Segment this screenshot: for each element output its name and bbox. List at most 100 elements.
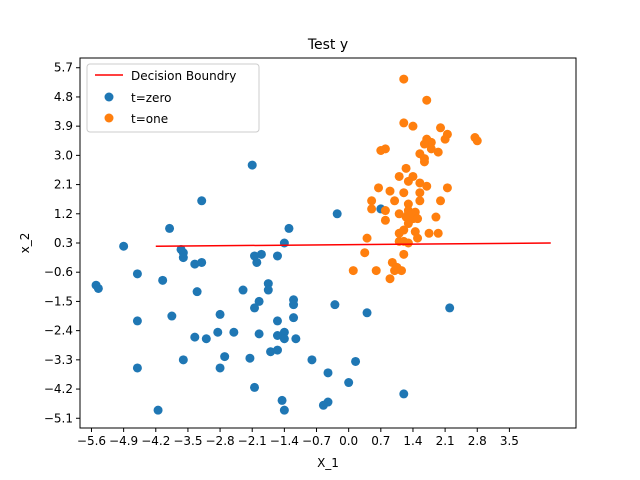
point-t-one-10 bbox=[426, 137, 436, 147]
point-t-one-43 bbox=[380, 215, 390, 225]
point-t-zero-59 bbox=[318, 400, 328, 410]
y-tick-label: −4.2 bbox=[44, 382, 73, 396]
point-t-zero-29 bbox=[445, 303, 455, 313]
point-t-one-46 bbox=[399, 225, 409, 235]
point-t-zero-24 bbox=[289, 300, 299, 310]
point-t-zero-38 bbox=[291, 334, 301, 344]
legend: Decision Boundry t=zero t=one bbox=[86, 63, 260, 133]
point-t-zero-3 bbox=[119, 241, 129, 251]
point-t-one-44 bbox=[403, 219, 413, 229]
point-t-one-27 bbox=[399, 188, 409, 198]
point-t-one-53 bbox=[403, 238, 413, 248]
point-t-zero-0 bbox=[247, 160, 257, 170]
point-t-one-22 bbox=[415, 178, 425, 188]
y-tick-label: −5.1 bbox=[44, 411, 73, 425]
y-tick-label: 3.9 bbox=[54, 119, 73, 133]
y-tick-label: −2.4 bbox=[44, 324, 73, 338]
point-t-zero-27 bbox=[330, 300, 340, 310]
y-tick-label: −3.3 bbox=[44, 353, 73, 367]
point-t-zero-47 bbox=[266, 347, 276, 357]
point-t-zero-37 bbox=[279, 334, 289, 344]
point-t-one-49 bbox=[433, 228, 443, 238]
point-t-zero-2 bbox=[165, 223, 175, 233]
point-t-one-6 bbox=[440, 134, 450, 144]
y-axis-label: x_2 bbox=[18, 233, 32, 254]
y-tick-label: 2.1 bbox=[54, 178, 73, 192]
point-t-zero-25 bbox=[254, 296, 264, 306]
point-t-zero-60 bbox=[153, 405, 163, 415]
point-t-one-59 bbox=[396, 266, 406, 276]
x-tick-label: −1.4 bbox=[270, 434, 299, 448]
legend-swatch-t-zero bbox=[104, 92, 114, 102]
x-tick-label: −2.1 bbox=[238, 434, 267, 448]
point-t-zero-49 bbox=[307, 355, 317, 365]
legend-swatch-t-one bbox=[104, 113, 114, 123]
point-t-zero-61 bbox=[279, 405, 289, 415]
point-t-zero-54 bbox=[344, 378, 354, 388]
point-t-one-65 bbox=[419, 154, 429, 164]
point-t-one-13 bbox=[433, 147, 443, 157]
data-points bbox=[91, 74, 482, 415]
point-t-zero-6 bbox=[197, 257, 207, 267]
point-t-zero-5 bbox=[178, 253, 188, 263]
decision-boundary-layer bbox=[155, 242, 551, 247]
point-t-one-12 bbox=[426, 144, 436, 154]
point-t-zero-43 bbox=[190, 332, 200, 342]
x-tick-label: 2.8 bbox=[468, 434, 487, 448]
point-t-zero-34 bbox=[289, 313, 299, 323]
x-tick-label: 1.4 bbox=[403, 434, 422, 448]
y-tick-label: 3.0 bbox=[54, 148, 73, 162]
x-tick-label: 0.0 bbox=[339, 434, 358, 448]
x-axis-ticks: −5.6 −4.9 −4.2 −3.5 −2.8 −2.1 −1.4 −0.7 0.0 0.7 1.… bbox=[77, 428, 519, 448]
point-t-zero-26 bbox=[250, 303, 260, 313]
legend-label-decision-boundary: Decision Boundry bbox=[131, 69, 236, 83]
point-t-zero-33 bbox=[272, 316, 282, 326]
point-t-one-26 bbox=[385, 186, 395, 196]
point-t-zero-39 bbox=[254, 329, 264, 339]
point-t-one-24 bbox=[442, 183, 452, 193]
point-t-zero-9 bbox=[256, 249, 266, 259]
x-tick-label: −0.7 bbox=[302, 434, 331, 448]
point-t-zero-18 bbox=[93, 283, 103, 293]
point-t-zero-55 bbox=[250, 382, 260, 392]
point-t-one-64 bbox=[403, 209, 413, 219]
point-t-zero-57 bbox=[277, 395, 287, 405]
point-t-one-18 bbox=[401, 163, 411, 173]
point-t-one-25 bbox=[374, 183, 384, 193]
x-tick-label: −2.8 bbox=[206, 434, 235, 448]
point-t-one-61 bbox=[371, 266, 381, 276]
point-t-zero-51 bbox=[215, 363, 225, 373]
point-t-zero-36 bbox=[272, 331, 282, 340]
point-t-zero-22 bbox=[263, 285, 273, 295]
x-tick-label: −4.2 bbox=[141, 434, 170, 448]
legend-box bbox=[86, 63, 260, 133]
point-t-one-33 bbox=[436, 196, 446, 206]
point-t-zero-10 bbox=[272, 251, 282, 261]
point-t-one-29 bbox=[367, 196, 377, 206]
point-t-one-38 bbox=[394, 209, 404, 219]
point-t-zero-19 bbox=[192, 287, 202, 297]
x-tick-label: −4.9 bbox=[109, 434, 138, 448]
point-t-one-48 bbox=[424, 228, 434, 238]
y-tick-label: 1.2 bbox=[54, 207, 73, 221]
point-t-one-19 bbox=[394, 171, 404, 181]
point-t-one-3 bbox=[408, 121, 418, 131]
point-t-one-0 bbox=[399, 74, 409, 84]
point-t-one-11 bbox=[419, 139, 429, 149]
point-t-one-41 bbox=[413, 214, 423, 224]
point-t-one-54 bbox=[362, 233, 372, 243]
point-t-zero-45 bbox=[220, 352, 230, 362]
point-t-one-60 bbox=[348, 266, 358, 276]
point-t-zero-44 bbox=[178, 355, 188, 365]
point-t-zero-48 bbox=[272, 345, 282, 355]
point-t-zero-12 bbox=[279, 238, 289, 248]
point-t-one-50 bbox=[413, 233, 423, 243]
point-t-zero-11 bbox=[250, 251, 260, 261]
y-tick-label: 0.3 bbox=[54, 236, 73, 250]
chart-title: Test y bbox=[307, 37, 348, 53]
point-t-zero-1 bbox=[197, 196, 207, 206]
y-tick-label: 5.7 bbox=[54, 61, 73, 75]
point-t-zero-28 bbox=[362, 308, 372, 318]
point-t-zero-31 bbox=[167, 311, 177, 321]
